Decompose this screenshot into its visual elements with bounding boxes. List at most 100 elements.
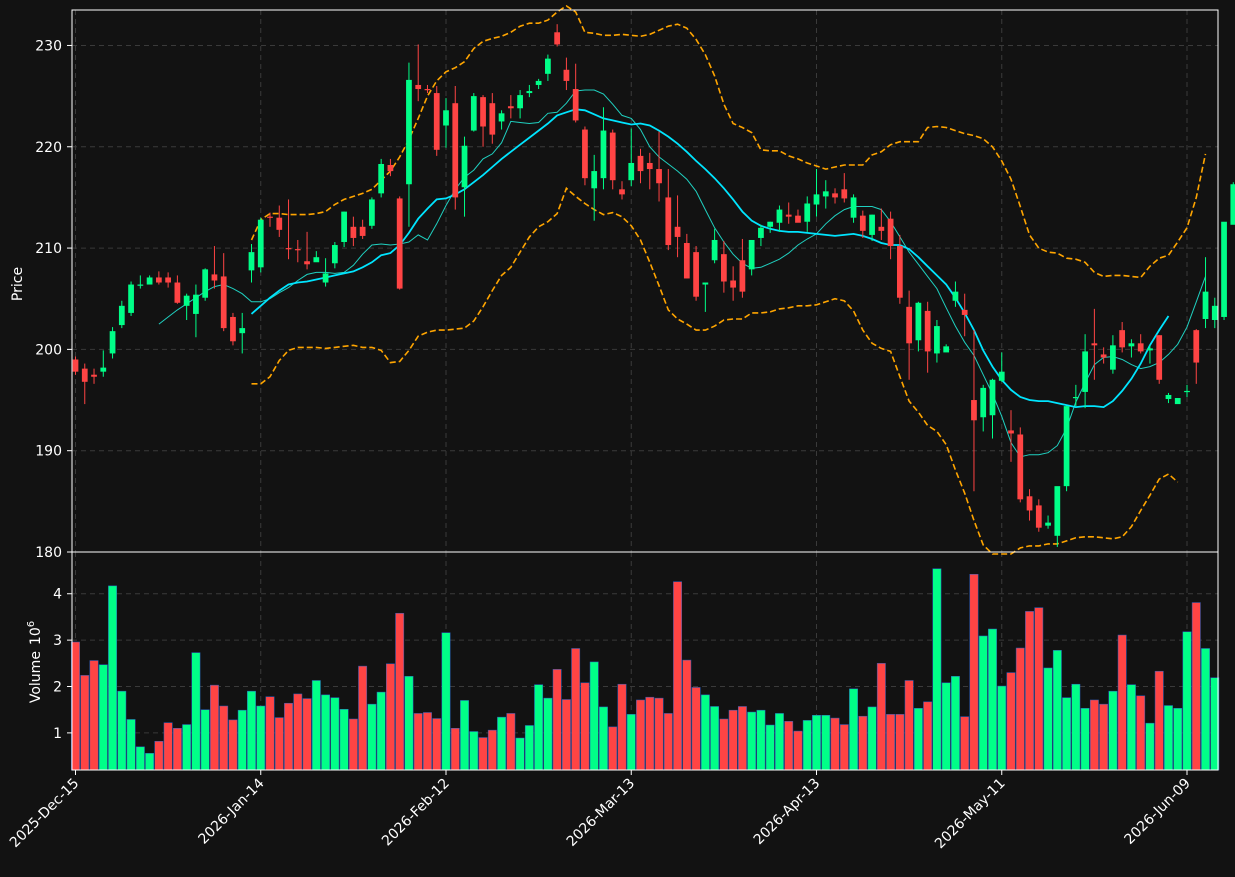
volume-bar: [821, 715, 831, 771]
volume-bar: [1108, 690, 1118, 771]
candle: [591, 154, 598, 221]
candle-body: [656, 169, 662, 184]
candle: [869, 214, 875, 241]
volume-bar: [441, 632, 451, 771]
band-lower-line: [251, 186, 1179, 555]
candle: [183, 293, 190, 321]
candle-body: [433, 93, 440, 150]
candle: [369, 197, 375, 229]
candle: [832, 188, 838, 204]
candle: [165, 272, 171, 288]
volume-bars: [71, 568, 1220, 771]
candle: [934, 320, 940, 363]
candle-body: [1119, 330, 1126, 348]
candle: [711, 228, 718, 264]
candle-body: [1110, 345, 1116, 370]
candle: [359, 219, 366, 239]
candle-body: [1017, 434, 1024, 500]
candle: [785, 202, 792, 224]
candle: [1193, 329, 1200, 384]
volume-bar: [543, 697, 553, 771]
volume-bar: [200, 709, 210, 771]
candle-body: [72, 359, 79, 372]
price-tick-label: 230: [35, 38, 62, 54]
candle-body: [109, 331, 116, 354]
candle-body: [1072, 396, 1079, 399]
candle: [507, 95, 514, 119]
volume-bar: [710, 706, 720, 771]
candle-body: [498, 113, 505, 122]
candle-body: [952, 291, 959, 301]
candle: [498, 110, 505, 130]
candle-body: [517, 95, 523, 109]
candle: [257, 217, 264, 273]
volume-bar: [135, 746, 145, 771]
candle-body: [758, 227, 764, 238]
price-tick-label: 210: [35, 241, 62, 257]
candle: [1230, 182, 1235, 225]
volume-bar: [784, 721, 794, 771]
volume-bar: [1099, 703, 1109, 771]
volume-bar: [1052, 650, 1062, 771]
candle-body: [211, 274, 218, 281]
price-tick-label: 200: [35, 342, 62, 358]
volume-bar: [978, 635, 988, 771]
candle: [387, 158, 394, 177]
candle: [1091, 308, 1098, 380]
candle-body: [1147, 348, 1153, 351]
volume-bar: [284, 702, 293, 771]
candle: [415, 44, 422, 102]
volume-axis-label: Volume 106: [26, 621, 44, 703]
candle-body: [313, 257, 320, 263]
candle: [535, 78, 542, 90]
candle-body: [748, 239, 755, 270]
volume-bar: [1071, 683, 1081, 771]
candle: [1221, 221, 1227, 321]
candle-body: [100, 367, 107, 372]
candle: [989, 378, 996, 439]
volume-bar: [228, 719, 238, 771]
volume-bar: [617, 683, 627, 771]
candle-body: [470, 96, 477, 131]
candle: [128, 281, 134, 316]
candle: [896, 234, 903, 304]
candle-body: [943, 346, 950, 353]
candle-body: [628, 162, 635, 181]
candle-body: [693, 252, 699, 297]
price-axis-label: Price: [10, 267, 26, 301]
candle: [545, 54, 551, 81]
volume-bar: [1062, 697, 1072, 771]
candle: [211, 246, 218, 289]
candle-body: [1184, 390, 1190, 393]
candle: [239, 312, 246, 354]
candle-body: [118, 305, 125, 326]
candle-body: [804, 203, 811, 222]
volume-bar: [1154, 670, 1164, 771]
candle: [878, 208, 885, 240]
volume-bar: [608, 726, 618, 771]
volume-bar: [423, 712, 432, 771]
candle: [1082, 334, 1088, 409]
volume-bar: [145, 753, 155, 771]
candle: [1119, 322, 1126, 353]
volume-bar: [182, 724, 192, 771]
candle: [619, 181, 625, 200]
volume-bar: [923, 701, 933, 771]
candle: [322, 258, 329, 287]
candle-body: [183, 295, 190, 306]
candle-body: [767, 221, 774, 227]
candle: [331, 241, 338, 269]
candle: [396, 196, 403, 290]
candle: [470, 93, 477, 132]
candle: [81, 363, 88, 405]
candle: [693, 246, 699, 301]
candle-body: [128, 284, 134, 313]
candle: [563, 57, 570, 91]
volume-bar: [469, 731, 479, 771]
candle: [887, 211, 894, 260]
candle: [424, 84, 431, 94]
candle: [313, 251, 320, 263]
volume-bar: [210, 684, 219, 771]
candle-body: [1054, 486, 1061, 536]
